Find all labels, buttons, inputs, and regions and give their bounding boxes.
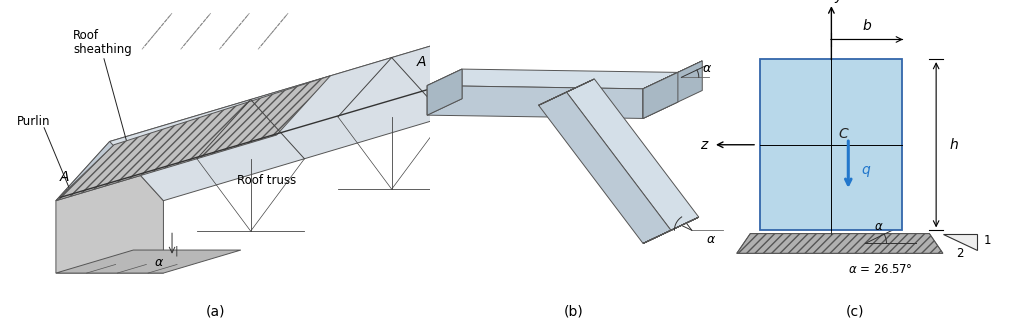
Text: h: h: [949, 138, 958, 152]
Polygon shape: [643, 219, 695, 243]
Polygon shape: [56, 141, 164, 273]
Text: Roof truss: Roof truss: [237, 174, 296, 187]
Text: q: q: [862, 164, 870, 177]
Polygon shape: [539, 92, 671, 243]
Polygon shape: [943, 234, 977, 250]
Polygon shape: [427, 86, 643, 118]
Text: B: B: [459, 96, 468, 110]
Polygon shape: [643, 72, 678, 118]
Text: Roof: Roof: [73, 30, 99, 42]
Text: (a): (a): [205, 305, 225, 319]
Text: (b): (b): [563, 305, 584, 319]
Text: 1: 1: [983, 234, 991, 247]
Text: y: y: [835, 0, 843, 3]
Polygon shape: [643, 217, 698, 243]
Text: $\alpha$: $\alpha$: [874, 220, 884, 233]
Text: (c): (c): [846, 305, 864, 319]
Polygon shape: [427, 69, 678, 89]
Polygon shape: [643, 72, 678, 118]
Text: A: A: [60, 170, 70, 184]
Polygon shape: [56, 250, 241, 273]
Polygon shape: [643, 77, 668, 118]
Text: b: b: [862, 19, 871, 33]
Text: B: B: [603, 120, 612, 134]
Bar: [761, 59, 902, 230]
Polygon shape: [539, 81, 591, 105]
Polygon shape: [643, 61, 702, 89]
Text: $\alpha$: $\alpha$: [702, 63, 713, 75]
Text: sheathing: sheathing: [73, 43, 132, 56]
Text: 2: 2: [956, 247, 964, 260]
Text: |: |: [174, 245, 178, 256]
Text: z: z: [699, 138, 707, 152]
Polygon shape: [427, 69, 462, 115]
Text: Purlin: Purlin: [17, 115, 51, 128]
Text: $\alpha$: $\alpha$: [706, 234, 716, 246]
Polygon shape: [56, 0, 690, 201]
Polygon shape: [539, 79, 594, 105]
Polygon shape: [737, 234, 943, 253]
Text: A: A: [417, 55, 426, 69]
Polygon shape: [110, 0, 744, 201]
Polygon shape: [643, 217, 698, 243]
Polygon shape: [566, 79, 698, 230]
Text: C: C: [838, 127, 848, 141]
Polygon shape: [56, 76, 331, 201]
Text: $\alpha$: $\alpha$: [154, 257, 164, 269]
Polygon shape: [668, 61, 702, 107]
Text: $\alpha$ = 26.57°: $\alpha$ = 26.57°: [848, 263, 912, 276]
Polygon shape: [427, 69, 462, 115]
Polygon shape: [643, 217, 698, 243]
